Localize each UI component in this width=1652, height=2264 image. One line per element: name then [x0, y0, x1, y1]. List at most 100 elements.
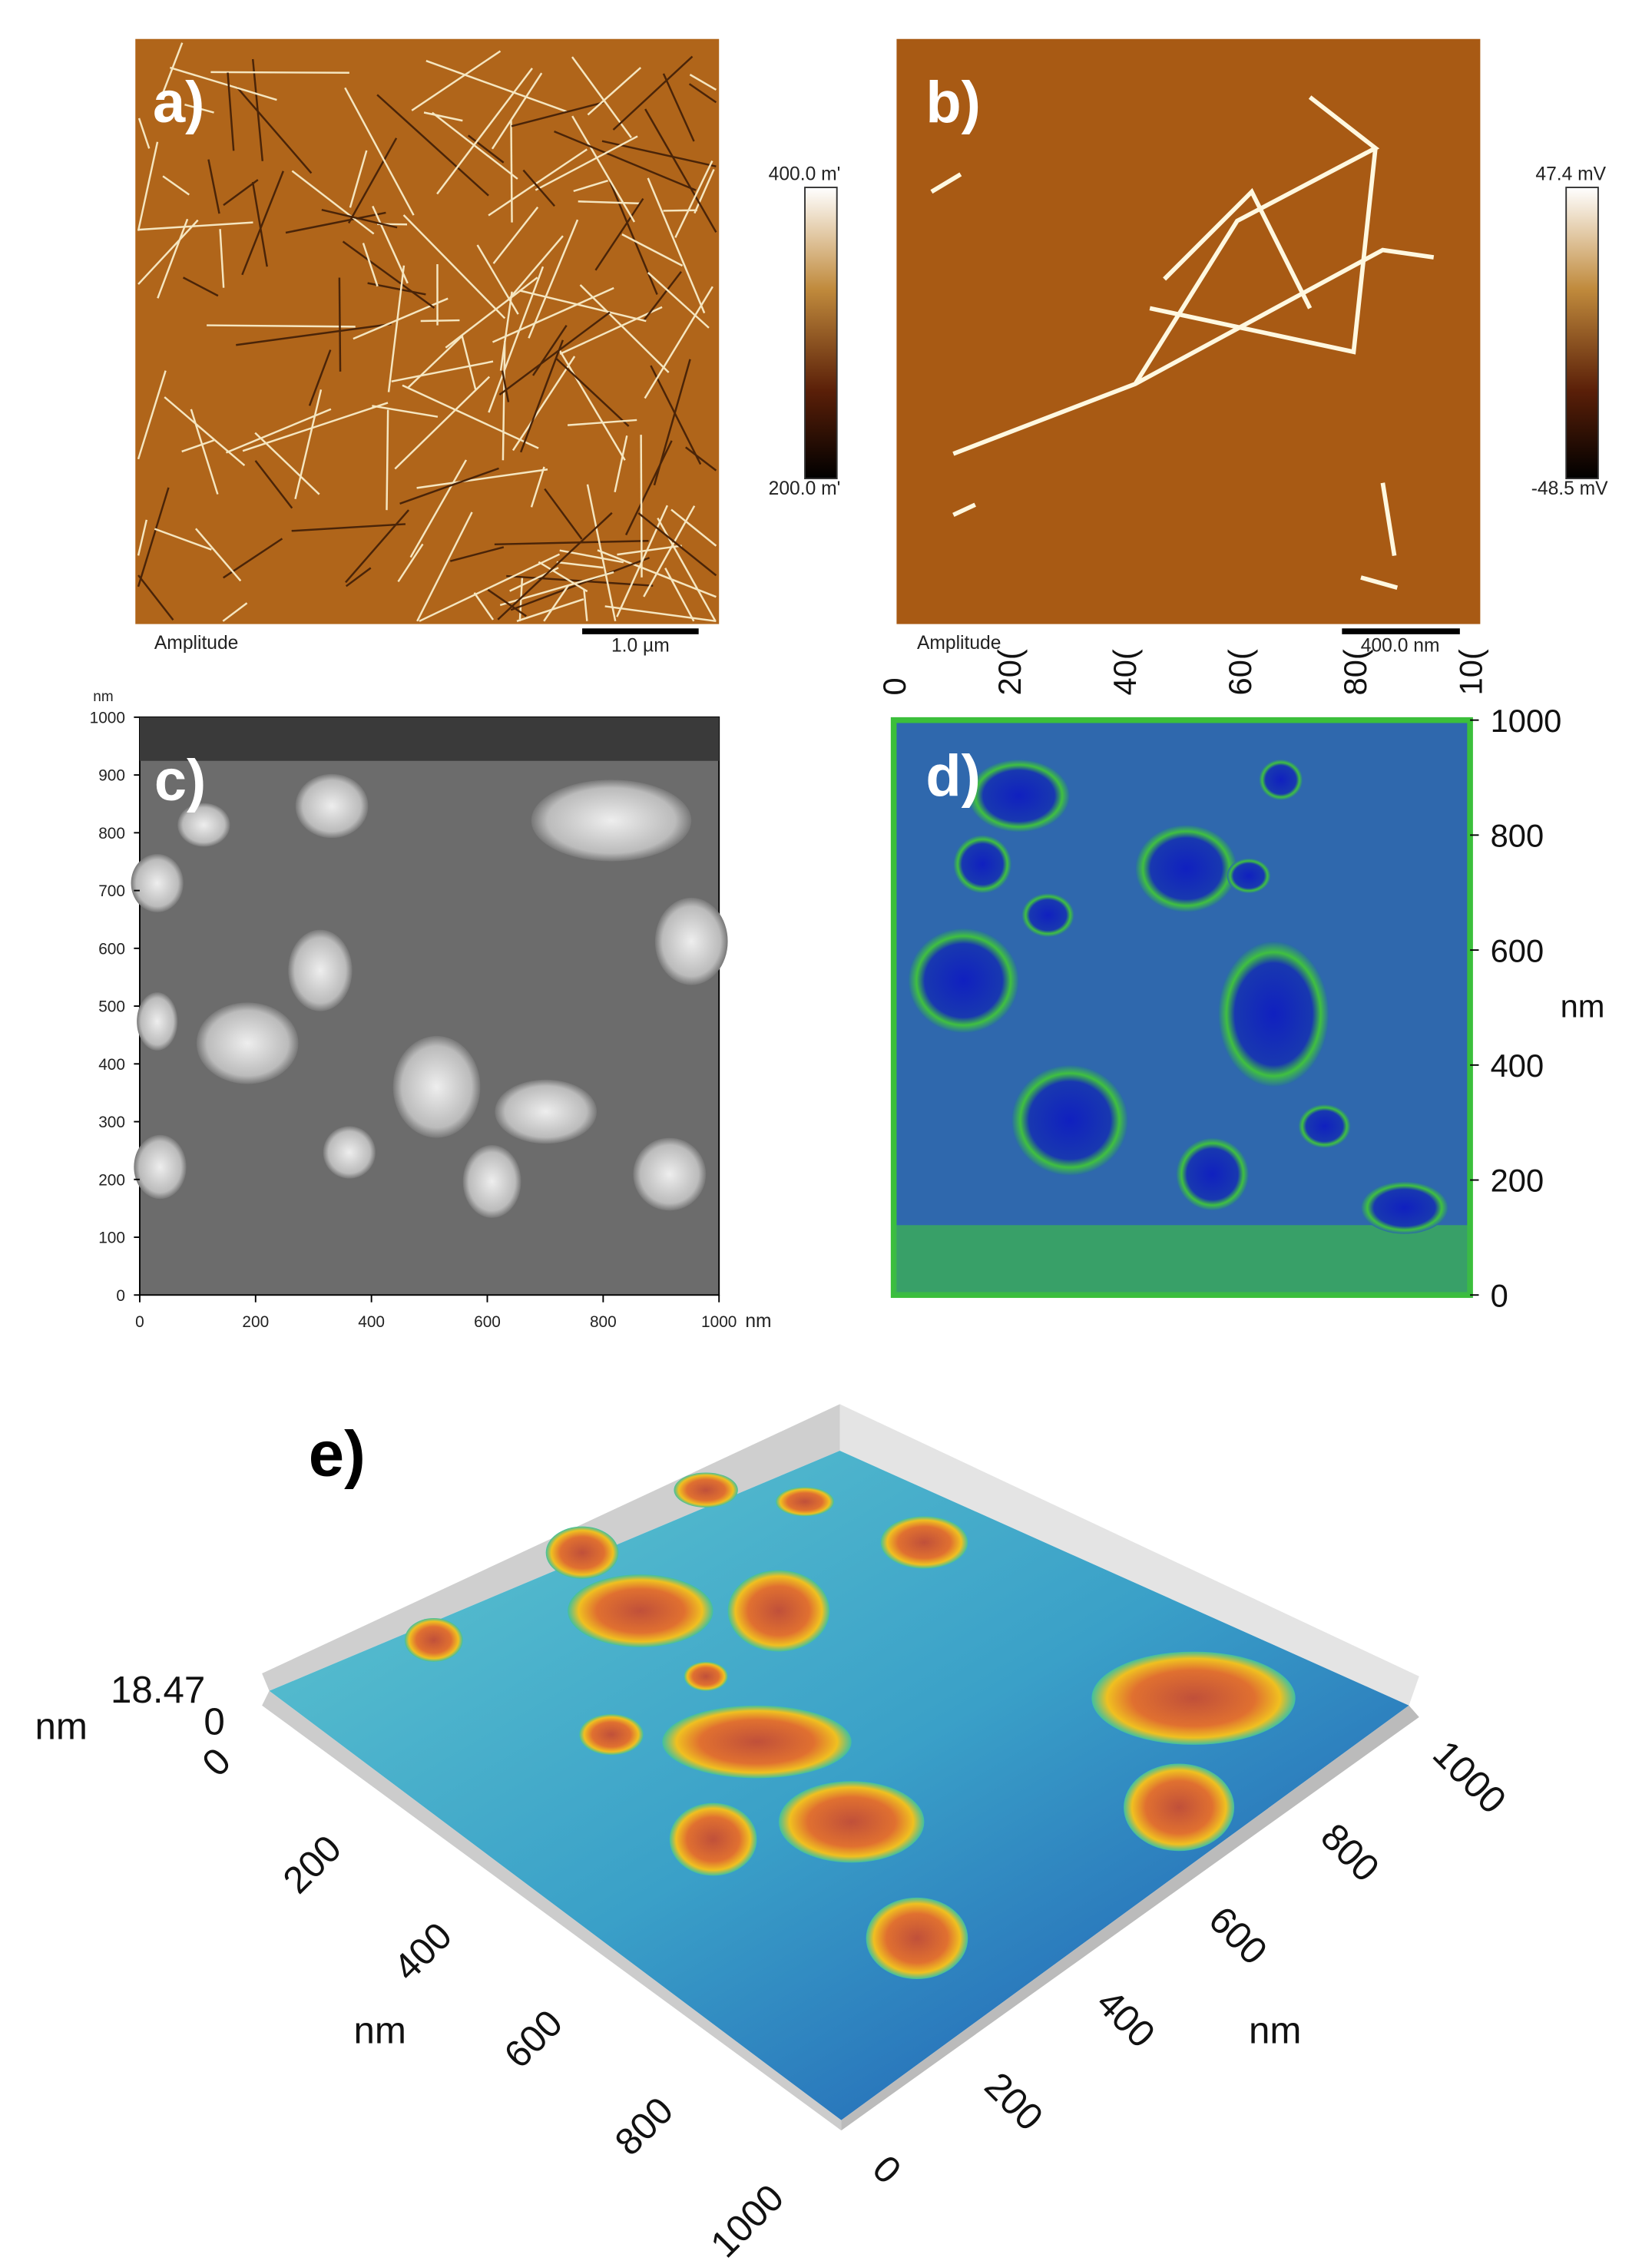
fiber [688, 83, 717, 104]
x-tick-label: 40( [1107, 649, 1143, 695]
fiber [219, 229, 225, 288]
fiber [164, 396, 246, 466]
fiber [637, 512, 717, 577]
y-tick-label: 800 [1313, 1816, 1387, 1890]
fiber [556, 561, 604, 569]
band [893, 1225, 1471, 1296]
fiber [558, 349, 626, 461]
fiber [397, 543, 424, 583]
fiber [236, 323, 392, 346]
fiber [419, 553, 561, 622]
fiber [402, 214, 506, 319]
y-tick-label: 100 [98, 1230, 125, 1247]
fiber [586, 484, 617, 622]
y-tick-label: 400 [1491, 1048, 1544, 1084]
fiber [511, 356, 576, 452]
fiber [406, 334, 464, 389]
fiber [137, 574, 174, 621]
fiber [291, 170, 375, 235]
colorbar-max: 400.0 m' [769, 164, 841, 185]
x-tick-label: 1000 [701, 1313, 737, 1331]
fiber [420, 319, 460, 323]
fiber [617, 544, 682, 556]
fiber [644, 286, 713, 399]
fiber [372, 205, 409, 284]
fiber [643, 505, 696, 597]
fiber [436, 68, 533, 195]
fiber [543, 584, 570, 622]
x-unit: nm [745, 1311, 771, 1332]
y-tick-label: 800 [98, 825, 125, 842]
fiber [411, 50, 502, 111]
fiber [449, 546, 505, 562]
fiber [670, 508, 717, 547]
fiber [349, 150, 368, 208]
fiber [242, 402, 389, 452]
fiber [587, 67, 642, 116]
fiber [642, 271, 682, 322]
afm-image [896, 38, 1481, 624]
fiber [137, 219, 199, 285]
fiber [492, 207, 539, 264]
fiber [579, 284, 670, 373]
z-min: 0 [204, 1701, 224, 1743]
fiber [609, 181, 658, 295]
fiber [488, 148, 588, 217]
fiber [137, 141, 159, 231]
fiber [532, 324, 568, 376]
fiber [492, 286, 614, 343]
fiber [137, 487, 170, 588]
x-tick-label: 800 [607, 2089, 681, 2163]
y-tick-label: 600 [1491, 932, 1544, 968]
colorbar-max: 47.4 mV [1535, 164, 1606, 185]
x-tick-label: 0 [876, 677, 912, 695]
y-tick-label: 600 [98, 940, 125, 958]
fiber [362, 243, 379, 287]
fiber [345, 567, 372, 588]
panel-label: c) [154, 748, 206, 813]
fiber [236, 86, 313, 174]
fiber [647, 177, 706, 314]
fiber [251, 181, 268, 267]
fiber [409, 459, 468, 558]
x-tick-label: 60( [1222, 649, 1258, 695]
y-tick-label: 200 [98, 1171, 125, 1189]
fiber [308, 349, 332, 406]
fiber [473, 592, 495, 621]
fiber [321, 209, 398, 229]
fiber [502, 340, 506, 461]
fiber [516, 597, 584, 622]
fiber [519, 339, 564, 453]
fiber [612, 55, 694, 131]
y-tick-label: 0 [116, 1287, 125, 1305]
fiber [170, 66, 277, 101]
fiber [345, 509, 410, 584]
particles [908, 759, 1448, 1234]
fiber [604, 605, 717, 623]
fiber [342, 240, 435, 309]
fiber [416, 468, 548, 489]
fiber [559, 306, 663, 355]
x-tick-label: 600 [496, 2002, 571, 2077]
fiber [499, 291, 513, 371]
scale-bar-label: 400.0 nm [1361, 636, 1440, 657]
fiber [535, 135, 638, 191]
fiber [501, 370, 510, 402]
particles [131, 773, 728, 1218]
fiber [182, 276, 219, 297]
x-unit: nm [354, 2009, 406, 2051]
y-tick-label: 400 [98, 1056, 125, 1074]
x-tick-label: 200 [242, 1313, 269, 1331]
x-tick-label: 10( [1452, 649, 1488, 695]
fiber [376, 94, 489, 197]
scale-bar-label: 1.0 µm [611, 636, 670, 657]
fiber [538, 561, 588, 593]
fiber [137, 118, 151, 149]
fiber [498, 311, 611, 396]
fiber [445, 276, 538, 349]
fiber [674, 160, 713, 238]
band [139, 717, 720, 761]
y-unit: nm [1561, 988, 1605, 1024]
fiber [653, 359, 691, 486]
